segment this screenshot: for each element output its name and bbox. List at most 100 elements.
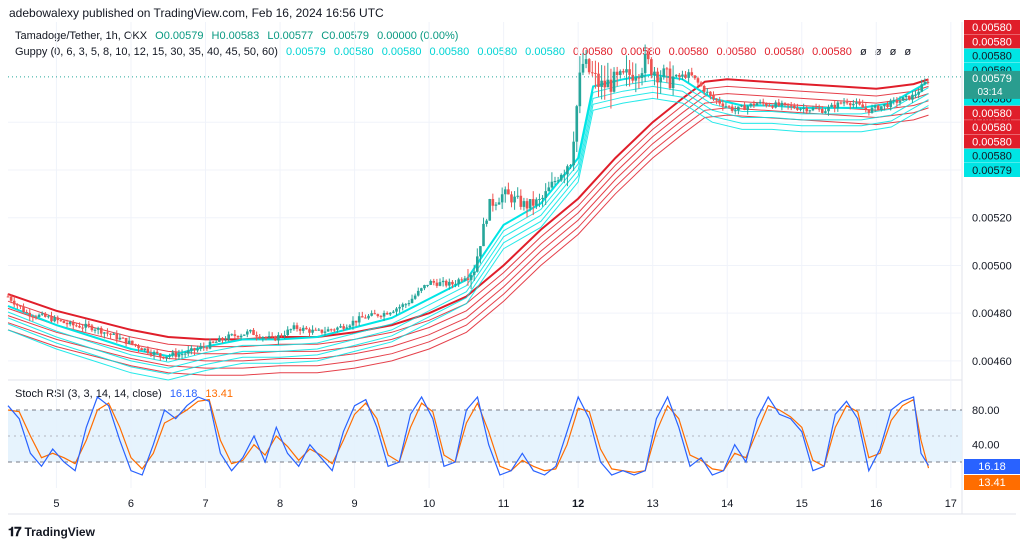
price-tick-label: 0.00500: [972, 260, 1012, 272]
candle-body: [848, 103, 852, 106]
guppy-value: 0.00580: [764, 46, 805, 58]
candle-body: [314, 329, 317, 331]
high-value: H0.00583: [211, 30, 260, 42]
candle-body: [600, 80, 603, 87]
candle-body: [249, 329, 252, 332]
price-scale-tag-label: 0.00580: [972, 108, 1012, 120]
candle-body: [662, 68, 666, 78]
candle-body: [901, 97, 905, 101]
candle-body: [127, 340, 131, 344]
candle-body: [392, 311, 395, 313]
candle-body: [6, 296, 10, 298]
candle-body: [839, 102, 843, 104]
candle-body: [681, 74, 684, 77]
guppy-value: 0.00580: [429, 46, 470, 58]
candle-body: [559, 174, 563, 181]
candle-body: [361, 316, 364, 318]
candle-body: [550, 181, 554, 188]
candle-body: [563, 174, 566, 176]
candle-body: [758, 101, 762, 104]
candle-body: [208, 341, 212, 349]
candle-body: [388, 312, 392, 315]
stoch-tick-label: 80.00: [972, 405, 1000, 417]
price-tick-label: 0.00460: [972, 356, 1012, 368]
guppy-long-ribbon: [7, 78, 929, 341]
candle-body: [643, 54, 647, 74]
candle-body: [423, 285, 426, 289]
symbol-label[interactable]: Tamadoge/Tether, 1h, OKX: [15, 30, 148, 42]
price-scale-tag-label: 0.00580: [972, 51, 1012, 63]
price-scale-tag: [964, 48, 1020, 63]
candle-body: [258, 336, 262, 339]
candle-body: [404, 304, 408, 306]
candle-body: [382, 313, 386, 317]
candle-body: [724, 106, 728, 108]
candle-body: [413, 295, 417, 299]
candle-body: [308, 329, 311, 333]
candle-body: [814, 108, 818, 110]
candle-body: [96, 327, 100, 330]
change-value: 0.00000 (0.00%): [377, 30, 459, 42]
candle-body: [699, 82, 703, 86]
guppy-short-ribbon: [7, 97, 929, 381]
last-price-tag: [964, 70, 1020, 99]
stoch-label[interactable]: Stoch RSI (3, 3, 14, 14, close): [15, 388, 162, 400]
candle-body: [802, 108, 805, 110]
candle-body: [99, 327, 103, 334]
candle-body: [9, 296, 13, 301]
candle-body: [370, 313, 373, 316]
candle-body: [920, 84, 924, 92]
candle-body: [780, 102, 784, 106]
guppy-empty: ø: [874, 46, 882, 58]
candle-body: [820, 109, 824, 113]
candle-body: [444, 280, 448, 286]
candle-body: [469, 274, 473, 280]
candle-body: [463, 278, 467, 281]
candle-body: [103, 332, 106, 334]
guppy-long-ribbon: [7, 100, 929, 362]
candle-body: [273, 336, 277, 341]
candle-body: [93, 329, 97, 331]
candle-body: [28, 312, 32, 317]
guppy-short-ribbon: [7, 79, 929, 363]
candle-body: [730, 106, 734, 111]
candle-body: [329, 329, 333, 331]
candle-body: [134, 344, 137, 346]
open-value: O0.00579: [155, 30, 204, 42]
candle-body: [323, 331, 327, 333]
price-scale-tag-label: 0.00580: [972, 36, 1012, 48]
candle-body: [733, 110, 737, 112]
candle-body: [488, 199, 492, 221]
candle-body: [864, 107, 868, 110]
candle-body: [876, 105, 880, 110]
candle-body: [547, 187, 551, 192]
candle-body: [836, 102, 840, 109]
candle-body: [252, 329, 255, 335]
candle-body: [618, 71, 622, 75]
guppy-value: 0.00580: [668, 46, 709, 58]
candle-body: [855, 102, 858, 104]
candle-body: [283, 335, 286, 337]
candle-body: [186, 350, 190, 354]
candle-body: [808, 110, 812, 112]
candle-body: [556, 180, 560, 182]
candle-body: [43, 313, 47, 317]
guppy-value: 0.00580: [620, 46, 661, 58]
candle-body: [438, 282, 442, 286]
candle-body: [538, 199, 541, 201]
candle-body: [152, 351, 156, 355]
time-tick-label: 13: [647, 498, 659, 510]
candle-body: [646, 54, 650, 60]
candle-body: [441, 280, 445, 283]
candle-body: [606, 79, 610, 88]
candle-body: [298, 328, 302, 331]
candle-body: [668, 68, 672, 89]
candle-body: [472, 271, 476, 275]
candle-body: [491, 199, 495, 206]
candle-body: [367, 315, 370, 319]
candle-body: [62, 320, 66, 324]
guppy-empty: ø: [859, 46, 867, 58]
guppy-label[interactable]: Guppy (0, 6, 3, 5, 8, 10, 12, 15, 30, 35…: [15, 46, 278, 58]
candle-body: [333, 329, 336, 331]
